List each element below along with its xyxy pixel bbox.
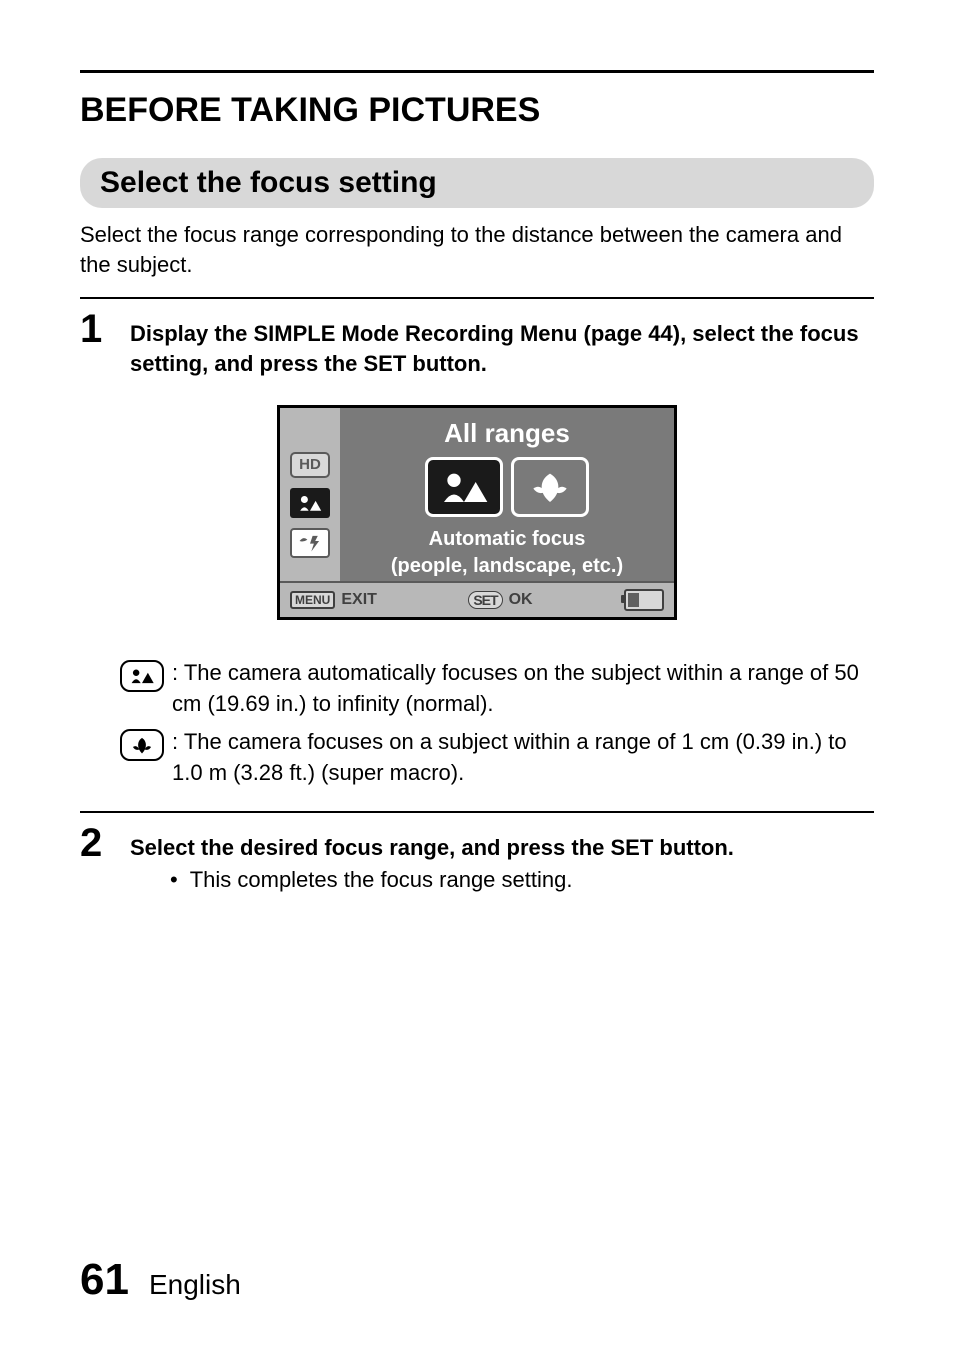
document-page: BEFORE TAKING PICTURES Select the focus … [0,0,954,1345]
footer-ok-group: SET OK [468,591,532,609]
camera-screen: HD [277,405,677,620]
person-mountain-icon [120,660,164,692]
intro-text: Select the focus range corresponding to … [80,220,874,279]
screen-sidebar: HD [280,408,340,581]
page-number: 61 [80,1255,129,1305]
focus-option-all-ranges[interactable] [425,457,503,517]
flash-auto-icon [290,528,330,558]
focus-macro-desc: The camera focuses on a subject within a… [172,729,847,785]
screen-main: All ranges [340,408,674,581]
step-1-text: Display the SIMPLE Mode Recording Menu (… [130,319,874,378]
step-2-text: Select the desired focus range, and pres… [130,833,734,863]
focus-normal-text: : The camera automatically focuses on th… [172,658,874,720]
battery-icon [624,589,664,611]
step-2-bullet: • This completes the focus range setting… [170,867,734,893]
footer-ok-label: OK [509,591,533,609]
screen-desc-line2: (people, landscape, etc.) [391,554,623,579]
divider [80,297,874,299]
page-language: English [149,1269,241,1301]
top-rule [80,70,874,73]
footer-exit-label: EXIT [341,591,377,609]
page-footer: 61 English [80,1255,241,1305]
set-pill-icon: SET [468,591,502,609]
divider [80,811,874,813]
focus-option-macro[interactable] [511,457,589,517]
focus-macro-text: : The camera focuses on a subject within… [172,727,874,789]
footer-exit-group: MENU EXIT [290,591,377,609]
battery-fill [628,593,639,607]
bullet-dot: • [170,867,178,893]
person-mountain-icon [290,488,330,518]
subheading-band: Select the focus setting [80,158,874,208]
step-number: 1 [80,309,108,349]
step-1: 1 Display the SIMPLE Mode Recording Menu… [80,309,874,378]
focus-macro-line: : The camera focuses on a subject within… [120,727,874,789]
screen-footer: MENU EXIT SET OK [280,581,674,617]
hd-badge-icon: HD [290,452,330,478]
focus-option-row [425,457,589,517]
page-title: BEFORE TAKING PICTURES [80,91,874,130]
screen-desc-line1: Automatic focus [429,527,586,552]
screen-inner: HD [280,408,674,581]
subheading: Select the focus setting [100,166,854,200]
step-2: 2 Select the desired focus range, and pr… [80,823,874,893]
flower-macro-icon [120,729,164,761]
screen-figure: HD [80,405,874,620]
step-2-bullet-text: This completes the focus range setting. [190,867,573,893]
screen-title: All ranges [444,418,570,449]
step-number: 2 [80,823,108,863]
menu-pill-icon: MENU [290,591,335,609]
focus-normal-line: : The camera automatically focuses on th… [120,658,874,720]
focus-normal-desc: The camera automatically focuses on the … [172,660,859,716]
